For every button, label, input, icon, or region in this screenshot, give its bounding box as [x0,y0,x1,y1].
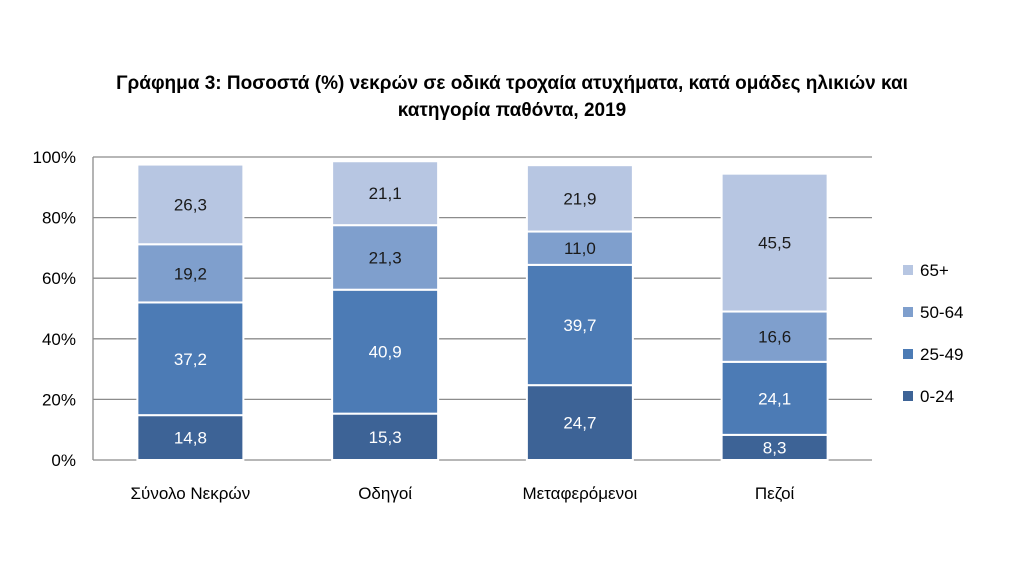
data-label: 19,2 [174,264,207,283]
data-labels: 14,8 37,2 19,2 26,3 15,3 40,9 21,3 21,1 24,7 39,7… [174,184,791,457]
bar-segment-25-49 [136,301,245,417]
bar-segment-65plus [136,163,245,246]
legend-label: 65+ [920,261,949,280]
legend-label: 25-49 [920,345,963,364]
legend: 65+ 50-64 25-49 0-24 [903,261,963,406]
y-tick-label: 60% [42,269,76,288]
bar-segment-25-49 [720,360,829,436]
data-label: 21,3 [369,248,402,267]
legend-label: 0-24 [920,387,954,406]
data-label: 21,9 [563,189,596,208]
bar-segment-25-49 [331,288,440,415]
data-label: 11,0 [564,239,596,258]
data-label: 26,3 [174,195,207,214]
legend-swatch [903,265,913,275]
y-tick-label: 40% [42,330,76,349]
y-axis: 0% 20% 40% 60% 80% 100% [33,148,94,470]
x-tick-label: Μεταφερόμενοι [522,484,637,503]
legend-swatch [903,391,913,401]
y-tick-label: 20% [42,390,76,409]
data-label: 37,2 [174,350,207,369]
legend-label: 50-64 [920,303,963,322]
data-label: 24,7 [563,414,596,433]
x-axis: Σύνολο Νεκρών Οδηγοί Μεταφερόμενοι Πεζοί [131,484,795,503]
data-label: 15,3 [369,428,402,447]
data-label: 16,6 [758,328,791,347]
data-label: 45,5 [758,234,791,253]
data-label: 14,8 [174,429,207,448]
bar-segment-50-64 [331,224,440,291]
bar-segment-0-24 [331,412,440,461]
bar-segment-50-64 [720,310,829,363]
x-tick-label: Σύνολο Νεκρών [131,484,251,503]
bar-segment-25-49 [525,263,634,387]
bar-segment-65plus [720,172,829,313]
bar-segment-0-24 [136,414,245,462]
legend-swatch [903,349,913,359]
y-tick-label: 0% [51,451,76,470]
legend-swatch [903,307,913,317]
bar-segment-0-24 [525,384,634,461]
data-label: 40,9 [369,343,402,362]
bar-segment-65plus [331,160,440,227]
bar-segment-65plus [525,164,634,233]
data-label: 24,1 [758,389,791,408]
chart-title-line-1: Γράφημα 3: Ποσοστά (%) νεκρών σε οδικά τ… [116,73,908,94]
y-tick-label: 80% [42,209,76,228]
data-label: 39,7 [563,316,596,335]
data-label: 8,3 [763,438,787,457]
data-label: 21,1 [369,184,402,203]
x-tick-label: Πεζοί [755,484,795,503]
bars [136,160,829,462]
chart-title-line-2: κατηγορία παθόντα, 2019 [397,100,627,121]
y-tick-label: 100% [33,148,76,167]
bar-segment-0-24 [720,433,829,462]
x-tick-label: Οδηγοί [358,484,412,503]
chart-title: Γράφημα 3: Ποσοστά (%) νεκρών σε οδικά τ… [0,70,1024,124]
